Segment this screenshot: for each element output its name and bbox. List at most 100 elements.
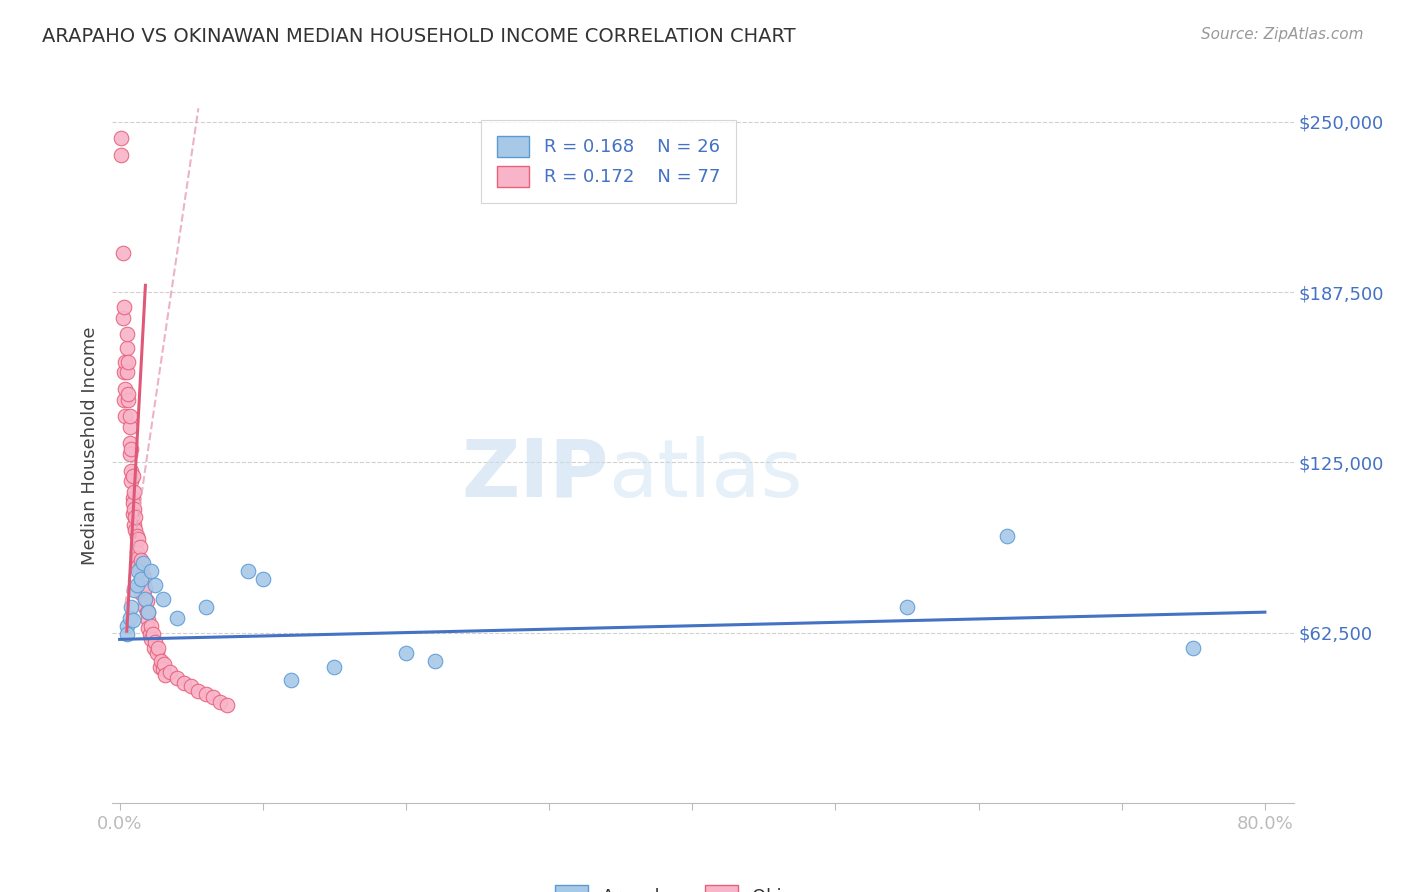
- Point: [124, 524, 146, 538]
- Point: [145, 635, 167, 649]
- Point: [323, 659, 346, 673]
- Point: [194, 599, 217, 614]
- Y-axis label: Median Household Income: Median Household Income: [80, 326, 98, 566]
- Point: [896, 599, 918, 614]
- Point: [159, 665, 181, 679]
- Point: [201, 690, 224, 704]
- Point: [173, 676, 195, 690]
- Point: [129, 553, 152, 567]
- Point: [142, 627, 165, 641]
- Point: [115, 619, 138, 633]
- Point: [995, 529, 1018, 543]
- Point: [125, 556, 148, 570]
- Point: [128, 561, 150, 575]
- Point: [110, 147, 132, 161]
- Text: ZIP: ZIP: [461, 435, 609, 514]
- Point: [121, 507, 143, 521]
- Point: [423, 654, 446, 668]
- Text: Source: ZipAtlas.com: Source: ZipAtlas.com: [1201, 27, 1364, 42]
- Point: [136, 605, 159, 619]
- Point: [120, 463, 142, 477]
- Point: [117, 392, 139, 407]
- Point: [152, 662, 174, 676]
- Point: [280, 673, 302, 688]
- Point: [180, 679, 202, 693]
- Point: [125, 545, 148, 559]
- Point: [122, 485, 145, 500]
- Point: [138, 627, 160, 641]
- Text: atlas: atlas: [609, 435, 803, 514]
- Point: [194, 687, 217, 701]
- Point: [127, 564, 149, 578]
- Point: [122, 583, 145, 598]
- Point: [122, 501, 145, 516]
- Point: [129, 586, 152, 600]
- Point: [117, 354, 139, 368]
- Point: [166, 610, 188, 624]
- Point: [111, 310, 134, 325]
- Point: [118, 409, 141, 423]
- Point: [114, 382, 136, 396]
- Text: ARAPAHO VS OKINAWAN MEDIAN HOUSEHOLD INCOME CORRELATION CHART: ARAPAHO VS OKINAWAN MEDIAN HOUSEHOLD INC…: [42, 27, 796, 45]
- Point: [121, 496, 143, 510]
- Point: [121, 613, 143, 627]
- Point: [150, 654, 173, 668]
- Point: [114, 409, 136, 423]
- Point: [131, 567, 153, 582]
- Point: [139, 632, 162, 647]
- Point: [153, 657, 176, 671]
- Point: [120, 475, 142, 489]
- Point: [112, 392, 135, 407]
- Point: [121, 491, 143, 505]
- Point: [135, 594, 157, 608]
- Point: [132, 573, 155, 587]
- Point: [118, 610, 141, 624]
- Point: [136, 613, 159, 627]
- Point: [136, 622, 159, 636]
- Point: [1182, 640, 1205, 655]
- Point: [132, 583, 155, 598]
- Point: [187, 684, 209, 698]
- Point: [215, 698, 238, 712]
- Point: [134, 591, 156, 606]
- Point: [118, 436, 141, 450]
- Point: [117, 387, 139, 401]
- Point: [395, 646, 418, 660]
- Point: [118, 447, 141, 461]
- Point: [120, 599, 142, 614]
- Point: [118, 420, 141, 434]
- Point: [136, 605, 159, 619]
- Point: [115, 627, 138, 641]
- Point: [238, 564, 260, 578]
- Point: [131, 578, 153, 592]
- Point: [127, 558, 149, 573]
- Point: [145, 578, 167, 592]
- Point: [208, 695, 231, 709]
- Point: [129, 573, 152, 587]
- Point: [112, 300, 135, 314]
- Point: [139, 619, 162, 633]
- Point: [146, 646, 169, 660]
- Point: [135, 605, 157, 619]
- Point: [124, 509, 146, 524]
- Point: [148, 640, 170, 655]
- Point: [134, 581, 156, 595]
- Point: [152, 591, 174, 606]
- Point: [166, 671, 188, 685]
- Point: [127, 550, 149, 565]
- Point: [121, 469, 143, 483]
- Point: [127, 532, 149, 546]
- Point: [155, 667, 177, 681]
- Point: [252, 573, 274, 587]
- Point: [128, 540, 150, 554]
- Legend: Arapaho, Okinawans: Arapaho, Okinawans: [538, 869, 868, 892]
- Point: [125, 578, 148, 592]
- Point: [131, 556, 153, 570]
- Point: [114, 354, 136, 368]
- Point: [122, 518, 145, 533]
- Point: [115, 327, 138, 342]
- Point: [115, 341, 138, 355]
- Point: [120, 442, 142, 456]
- Point: [139, 564, 162, 578]
- Point: [134, 599, 156, 614]
